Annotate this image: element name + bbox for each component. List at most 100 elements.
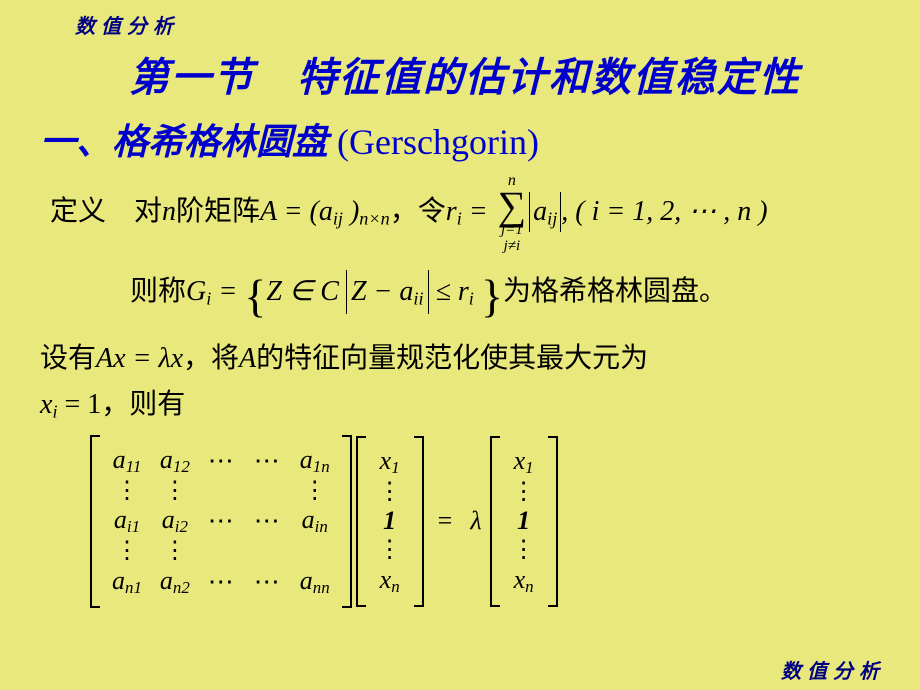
aij-sub: ij	[333, 209, 343, 229]
a: a	[302, 505, 315, 534]
x: x	[380, 446, 392, 475]
sub: n	[391, 577, 399, 596]
leq-sub: i	[469, 288, 474, 308]
a: a	[300, 445, 313, 474]
a: a	[114, 505, 127, 534]
sub: 12	[173, 457, 190, 476]
abs-body: Z − a	[351, 276, 413, 307]
context-line-1: 设有Ax = λx，将A的特征向量规范化使其最大元为	[40, 336, 890, 376]
cell: xn	[380, 565, 400, 597]
header-label: 数值分析	[75, 10, 179, 39]
sub: n1	[125, 578, 142, 597]
cell-dots: ⋯	[208, 446, 236, 476]
def-aij: aij	[319, 196, 343, 227]
cell: ai2	[162, 505, 188, 537]
brace-right: }	[481, 270, 503, 321]
vdots: ⋮	[303, 487, 327, 495]
gi-abs: Z − aii	[346, 270, 429, 314]
a: a	[162, 505, 175, 534]
cell: x1	[380, 446, 400, 478]
context-line-2: xi = 1，则有	[40, 382, 890, 423]
vdots: ⋮	[115, 547, 139, 555]
cell: ain	[302, 505, 328, 537]
slide-content: 第一节 特征值的估计和数值稳定性 一、格希格林圆盘 (Gerschgorin) …	[40, 40, 890, 608]
cell-dots: ⋯	[254, 446, 282, 476]
sub: nn	[313, 578, 330, 597]
cell-dots: ⋯	[208, 506, 236, 536]
leq-text: ≤ r	[429, 276, 469, 307]
summation: n ∑ j=1 j≠i	[498, 173, 527, 255]
a: a	[160, 445, 173, 474]
ctx-1a: 设有	[40, 343, 96, 374]
sub: in	[315, 517, 328, 536]
sub: i1	[127, 517, 140, 536]
vector-x-grid: x1 ⋮ 1 ⋮ xn	[366, 436, 414, 607]
cell: ann	[300, 566, 330, 598]
cell: an1	[112, 566, 142, 598]
cell-dots: ⋯	[208, 567, 236, 597]
def-equals: =	[462, 196, 495, 227]
sum-bot2: j≠i	[498, 239, 527, 255]
gi-equals: =	[211, 276, 244, 307]
abs-body-sub: ii	[413, 288, 423, 308]
vdots: ⋮	[163, 487, 187, 495]
cell-dots: ⋯	[254, 567, 282, 597]
sub: 11	[126, 457, 142, 476]
ctx-x: xi	[40, 389, 58, 420]
abs-aij: aij	[529, 192, 561, 232]
vector-x-left: x1 ⋮ 1 ⋮ xn	[356, 436, 424, 607]
cell-dots: ⋯	[254, 506, 282, 536]
matrix-A-grid: a11 a12 ⋯ ⋯ a1n ⋮ ⋮ ⋮ ai1 ai2 ⋯ ⋯ ain ⋮ …	[100, 435, 342, 608]
sigma-symbol: ∑	[498, 189, 527, 223]
ctx-A: A	[239, 343, 256, 374]
x: x	[514, 446, 526, 475]
a: a	[112, 566, 125, 595]
vdots: ⋮	[378, 546, 402, 554]
vector-x-right: x1 ⋮ 1 ⋮ xn	[490, 436, 558, 607]
sub: n2	[173, 578, 190, 597]
a: a	[300, 566, 313, 595]
def-r: ri	[446, 196, 462, 227]
gi-prefix: 则称	[130, 276, 186, 307]
def-tail: , ( i = 1, 2, ⋯ , n )	[561, 196, 767, 227]
r-letter: r	[446, 196, 457, 227]
ctx-ax: Ax = λx	[96, 343, 183, 374]
vdots: ⋮	[378, 488, 402, 496]
def-A: A	[260, 196, 277, 227]
gi-leq: ≤ ri	[429, 276, 474, 307]
matrix-equation: a11 a12 ⋯ ⋯ a1n ⋮ ⋮ ⋮ ai1 ai2 ⋯ ⋯ ain ⋮ …	[90, 435, 890, 608]
def-comma: ，令	[390, 196, 446, 227]
subtitle-latin: (Gerschgorin)	[337, 122, 539, 162]
cell: ai1	[114, 505, 140, 537]
x-letter: x	[40, 389, 52, 420]
lambda-symbol: λ	[470, 506, 481, 536]
sub: n	[525, 577, 533, 596]
sub: i2	[175, 517, 188, 536]
cell-one: 1	[383, 506, 396, 536]
def-eqclose: )	[343, 196, 359, 227]
cell-one: 1	[517, 506, 530, 536]
slide-subtitle: 一、格希格林圆盘 (Gerschgorin)	[40, 113, 890, 165]
cell: x1	[514, 446, 534, 478]
a: a	[160, 566, 173, 595]
x: x	[380, 565, 392, 594]
cell: xn	[514, 565, 534, 597]
def-mid1: 阶矩阵	[176, 196, 260, 227]
def-eqopen: = (	[277, 196, 319, 227]
def-prefix: 定义 对	[50, 196, 162, 227]
sub: 1	[391, 458, 399, 477]
abs-a-letter: a	[533, 196, 547, 227]
cell: a11	[113, 445, 142, 477]
gi-line: 则称Gi = {Z ∈ C Z − aii ≤ ri }为格希格林圆盘。	[130, 269, 890, 323]
subtitle-cn: 一、格希格林圆盘	[40, 122, 328, 162]
vdots: ⋮	[512, 546, 536, 554]
footer-label: 数值分析	[781, 655, 885, 684]
G-letter: G	[186, 276, 206, 307]
x: x	[514, 565, 526, 594]
ctx-1b: ，将	[183, 343, 239, 374]
abs-a-sub: ij	[547, 209, 557, 229]
definition-line: 定义 对n阶矩阵A = (aij )n×n，令ri = n ∑ j=1 j≠i …	[50, 173, 890, 255]
gi-body1: Z ∈ C	[266, 276, 339, 307]
ctx-1c: 的特征向量规范化使其最大元为	[256, 343, 648, 374]
cell: an2	[160, 566, 190, 598]
